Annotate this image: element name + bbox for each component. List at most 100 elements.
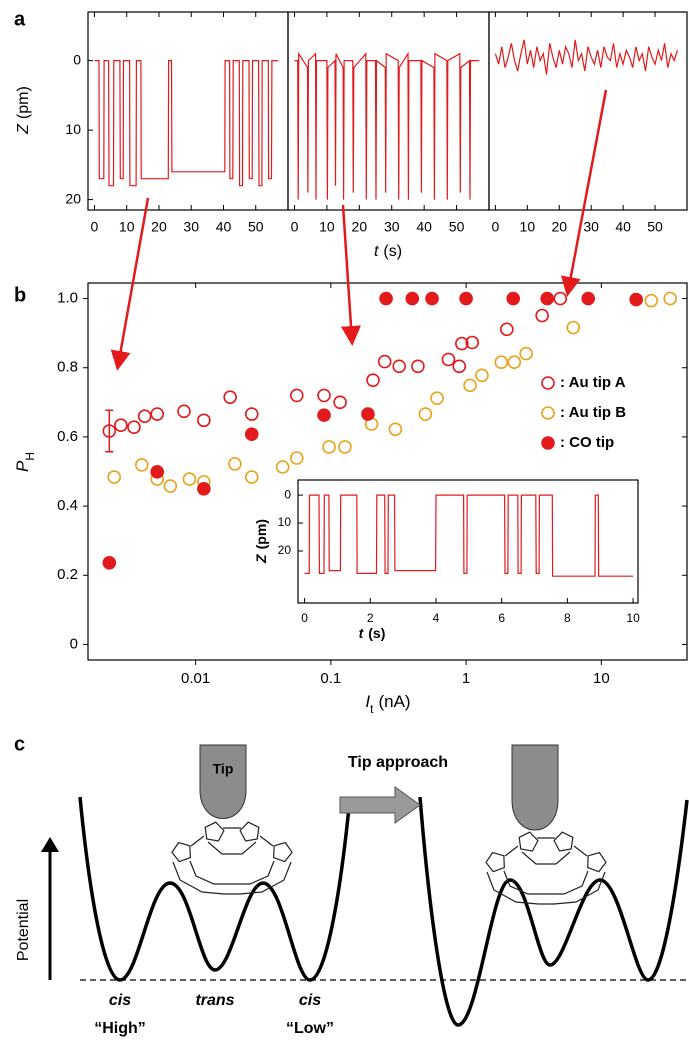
data-point — [150, 407, 165, 421]
data-point — [644, 293, 659, 308]
panel-label: b — [14, 284, 26, 306]
data-point — [244, 407, 259, 421]
axis-label-part: t — [374, 243, 379, 260]
approach-arrow — [339, 786, 421, 824]
trace — [294, 51, 480, 200]
x-tick-label: 50 — [449, 219, 465, 235]
legend-marker — [541, 436, 555, 450]
x-tick-label: 40 — [416, 219, 432, 235]
legend-label: : Au tip B — [560, 404, 626, 421]
axis-label-part: Z — [253, 554, 269, 564]
data-point — [137, 409, 152, 423]
y-tick-label: 20 — [278, 543, 292, 557]
data-point — [581, 291, 596, 306]
error-bar — [105, 409, 114, 453]
data-point — [127, 420, 141, 435]
axis-label-part: (s) — [368, 625, 385, 641]
data-point — [102, 556, 117, 570]
data-point — [182, 472, 197, 486]
data-point — [114, 418, 128, 432]
approach-label: Tip approach — [348, 754, 448, 771]
data-point — [177, 404, 191, 419]
data-point — [441, 352, 456, 367]
plot-frame — [287, 11, 490, 211]
axis-label-part: (nA) — [378, 692, 410, 711]
data-point — [361, 407, 375, 421]
state-label: cis — [109, 992, 131, 1009]
data-point — [506, 291, 521, 306]
data-point — [290, 451, 304, 465]
axis-label-part: Z — [15, 123, 32, 135]
x-tick-label: 40 — [615, 219, 631, 235]
data-point — [388, 422, 403, 437]
plot-frame — [488, 11, 688, 211]
data-point — [333, 395, 347, 410]
axis-label: t (s) — [359, 625, 386, 641]
data-point — [418, 407, 433, 421]
y-tick-label: 0.2 — [57, 566, 78, 583]
arrow — [110, 197, 150, 371]
x-tick-label: 1 — [462, 670, 470, 687]
x-tick-label: 30 — [384, 219, 400, 235]
data-point — [377, 354, 392, 369]
trace — [304, 494, 634, 577]
axis-label: t (s) — [374, 243, 402, 260]
data-point — [405, 291, 420, 306]
state-label: trans — [195, 992, 234, 1009]
data-point — [663, 291, 677, 306]
data-point — [244, 470, 259, 484]
y-tick-label: 10 — [278, 515, 292, 529]
data-point — [494, 355, 509, 370]
data-point — [197, 413, 211, 428]
axis-label: Z (pm) — [15, 86, 32, 135]
x-tick-label: 20 — [151, 219, 167, 235]
data-point — [338, 440, 352, 454]
y-tick-label: 0 — [73, 51, 81, 67]
tip — [199, 744, 247, 819]
data-point — [366, 373, 380, 387]
y-tick-label: 0.8 — [57, 359, 78, 376]
legend-label: : CO tip — [560, 434, 614, 451]
state-level-label: “High” — [94, 1020, 146, 1037]
x-tick-label: 2 — [367, 611, 374, 625]
data-point — [163, 479, 178, 493]
data-point — [411, 359, 425, 374]
x-tick-label: 50 — [647, 219, 663, 235]
inset-background — [298, 480, 638, 603]
data-point — [465, 335, 480, 350]
molecule — [484, 831, 609, 904]
x-tick-label: 10 — [319, 219, 335, 235]
axis-label: Z (pm) — [253, 519, 269, 564]
x-tick-label: 0 — [301, 611, 308, 625]
data-point — [244, 427, 259, 441]
axis-label-part: I — [365, 692, 370, 711]
state-label: cis — [299, 992, 321, 1009]
data-point — [102, 424, 117, 438]
x-tick-label: 0 — [291, 219, 299, 235]
x-tick-label: 8 — [564, 611, 571, 625]
y-tick-label: 0 — [284, 487, 291, 501]
data-point — [459, 291, 473, 306]
x-tick-label: 0 — [91, 219, 99, 235]
plot-frame — [87, 282, 688, 661]
x-tick-label: 50 — [248, 219, 264, 235]
y-tick-label: 20 — [65, 190, 81, 206]
data-point — [107, 470, 122, 484]
arrow — [341, 204, 361, 346]
data-point — [500, 322, 514, 337]
x-tick-label: 10 — [520, 219, 536, 235]
data-point — [379, 291, 393, 306]
molecule — [170, 821, 295, 894]
x-tick-label: 10 — [593, 670, 610, 687]
axis-label: It (nA) — [365, 692, 410, 716]
x-tick-label: 10 — [119, 219, 135, 235]
data-point — [317, 408, 331, 422]
legend-label: : Au tip A — [560, 374, 626, 391]
axis-label-part: (pm) — [15, 86, 32, 119]
x-tick-label: 40 — [216, 219, 232, 235]
plot-frame — [297, 479, 639, 604]
data-point — [475, 368, 489, 383]
trace — [494, 39, 678, 75]
